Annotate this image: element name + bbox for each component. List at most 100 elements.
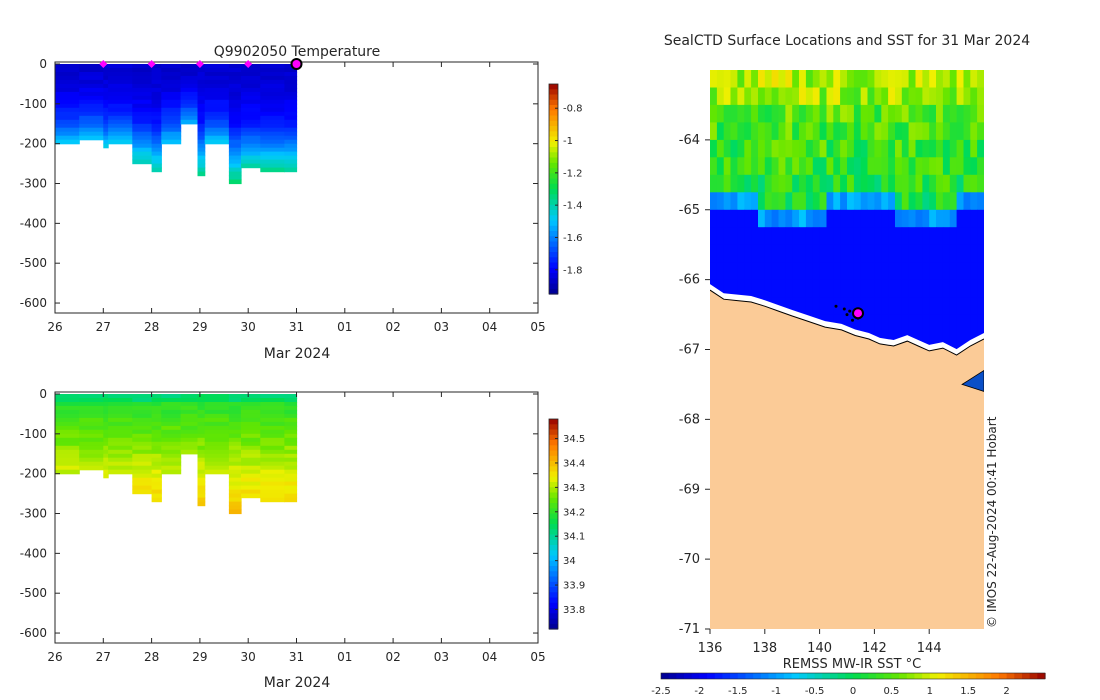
sst-cell — [751, 209, 759, 228]
sst-cell — [751, 87, 759, 106]
sst-cell — [792, 70, 800, 88]
profile-cell — [108, 131, 133, 137]
sst-cell — [785, 209, 793, 228]
profile-cell — [103, 135, 109, 141]
sst-cell — [764, 87, 773, 106]
sst-cell — [710, 192, 718, 211]
temperature-x-ticks: 26 27 28 29 30 31 01 02 03 04 05 — [47, 62, 546, 334]
profile-cell — [180, 107, 199, 113]
sst-cell — [936, 122, 944, 141]
sst-cell — [758, 87, 766, 106]
sst-cell — [922, 262, 930, 281]
profile-cell — [204, 402, 230, 407]
track-point — [848, 309, 852, 313]
sst-cell — [812, 70, 821, 88]
profile-cell — [103, 405, 109, 411]
map-y-tick-label: -65 — [679, 203, 700, 218]
sst-cell — [853, 297, 862, 316]
profile-cell — [197, 68, 206, 73]
sst-colorbar-segment — [768, 673, 777, 679]
sst-cell — [867, 297, 875, 316]
sst-cell — [730, 209, 738, 228]
colorbar-frame — [548, 418, 559, 630]
profile-cell — [284, 394, 298, 399]
sst-colorbar-segment — [714, 673, 724, 679]
profile-cell — [55, 402, 80, 407]
sst-cell — [922, 104, 930, 123]
profile-cell — [79, 453, 104, 459]
sst-cell — [730, 227, 738, 246]
sst-colorbar-segment — [1014, 673, 1023, 679]
profile-cell — [161, 413, 182, 419]
y-tick-label: -400 — [20, 216, 47, 230]
profile-cell — [241, 461, 261, 467]
ctd-track — [834, 304, 864, 322]
sst-cell — [853, 87, 862, 106]
sst-cell — [792, 297, 800, 316]
profile-cell — [197, 429, 206, 435]
profile-cell — [132, 83, 153, 89]
profile-cell — [241, 469, 261, 475]
sst-cell — [949, 297, 958, 316]
profile-cell — [260, 433, 285, 439]
sst-cell — [922, 314, 930, 333]
x-tick-label: 28 — [144, 320, 159, 334]
sst-cell — [970, 139, 978, 158]
profile-cell — [161, 429, 182, 435]
colorbar-segment — [549, 602, 558, 609]
profile-cell — [55, 409, 80, 415]
profile-cell — [132, 441, 153, 447]
sst-cell — [730, 262, 738, 281]
colorbar-segment — [549, 131, 558, 138]
profile-cell — [151, 91, 162, 97]
profile-cell — [228, 469, 242, 475]
sst-cell — [785, 157, 793, 176]
profile-cell — [132, 465, 153, 471]
sst-cell — [867, 262, 875, 281]
profile-cell — [241, 489, 261, 495]
profile-cell — [55, 417, 80, 423]
sst-cell — [901, 139, 910, 158]
sst-cell — [812, 174, 821, 193]
temperature-y-ticks: 0 -100 -200 -300 -400 -500 -600 — [20, 57, 538, 310]
profile-cell — [228, 91, 242, 97]
sst-cell — [901, 209, 910, 228]
map-x-tick-label: 140 — [807, 641, 832, 656]
profile-cell — [260, 489, 285, 495]
profile-cell — [284, 409, 298, 415]
profile-cell — [132, 485, 153, 491]
profile-cell — [241, 143, 261, 149]
profile-cell — [132, 394, 153, 399]
profile-cell — [55, 64, 80, 69]
profile-cell — [260, 457, 285, 463]
sst-colorbar-segment — [760, 673, 770, 679]
profile-cell — [79, 107, 104, 113]
colorbar-segment — [549, 147, 558, 153]
profile-cell — [204, 139, 230, 145]
sst-cell — [826, 262, 834, 281]
profile-cell — [228, 143, 242, 149]
sst-cell — [881, 104, 889, 123]
sst-cell — [805, 227, 814, 246]
sst-cell — [764, 104, 773, 123]
sst-cell — [710, 157, 718, 176]
profile-cell — [103, 68, 109, 73]
profile-cell — [180, 441, 199, 447]
profile-cell — [151, 473, 162, 479]
profile-cell — [260, 477, 285, 483]
sst-cell — [764, 139, 773, 158]
sst-cell — [833, 244, 841, 263]
sst-cell — [936, 87, 944, 106]
x-tick-label: 27 — [96, 320, 111, 334]
sst-cell — [915, 174, 923, 193]
x-tick-label: 29 — [192, 650, 207, 664]
sst-cell — [826, 297, 834, 316]
sst-colorbar-segment — [983, 673, 992, 679]
sst-cell — [792, 279, 800, 298]
y-tick-label: 0 — [39, 57, 47, 71]
profile-cell — [55, 394, 80, 399]
sst-cell — [874, 192, 882, 211]
profile-cell — [284, 119, 298, 125]
profile-cell — [132, 453, 153, 459]
sst-cell — [853, 279, 862, 298]
